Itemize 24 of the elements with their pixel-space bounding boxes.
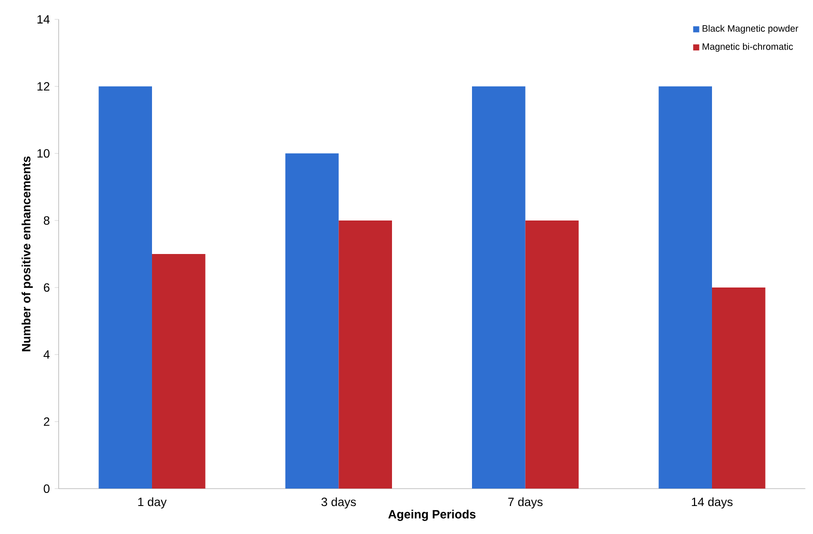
legend-label: Magnetic bi-chromatic [702, 43, 793, 52]
bar [712, 288, 766, 489]
y-tick-label: 12 [38, 82, 50, 91]
bar [152, 254, 206, 489]
x-axis-title: Ageing Periods [388, 510, 476, 521]
bar [525, 220, 579, 489]
y-tick-label: 0 [44, 484, 50, 493]
y-tick-label: 8 [44, 216, 50, 225]
legend-label: Black Magnetic powder [702, 24, 798, 34]
y-tick-label: 6 [44, 283, 50, 292]
y-tick-label: 10 [38, 149, 50, 158]
x-tick-label: 1 day [138, 497, 167, 509]
y-tick-label: 2 [44, 417, 50, 426]
y-tick-label: 4 [44, 350, 50, 359]
bar [98, 86, 152, 489]
bar [658, 86, 712, 489]
x-tick-label: 3 days [321, 497, 356, 509]
x-tick-label: 14 days [692, 497, 733, 509]
bar [472, 86, 526, 489]
bar [285, 153, 339, 489]
y-axis-title: Number of positive enhancements [22, 156, 33, 352]
x-tick-label: 7 days [508, 497, 543, 509]
bar [338, 220, 392, 489]
y-tick-label: 14 [38, 15, 50, 24]
